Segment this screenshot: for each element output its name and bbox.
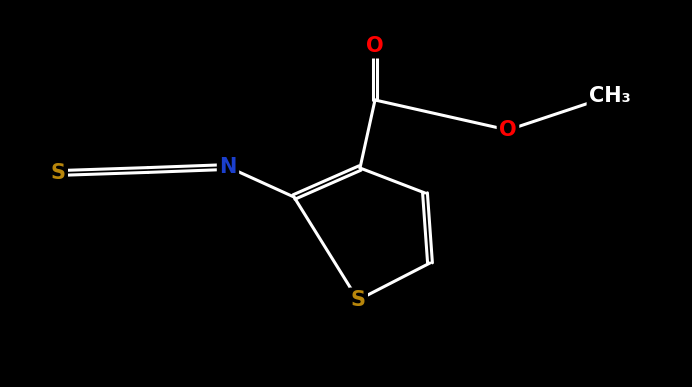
Text: S: S — [351, 290, 365, 310]
Text: N: N — [219, 157, 237, 177]
Text: S: S — [51, 163, 66, 183]
Text: CH₃: CH₃ — [589, 86, 631, 106]
Text: O: O — [499, 120, 517, 140]
Text: O: O — [366, 36, 384, 56]
